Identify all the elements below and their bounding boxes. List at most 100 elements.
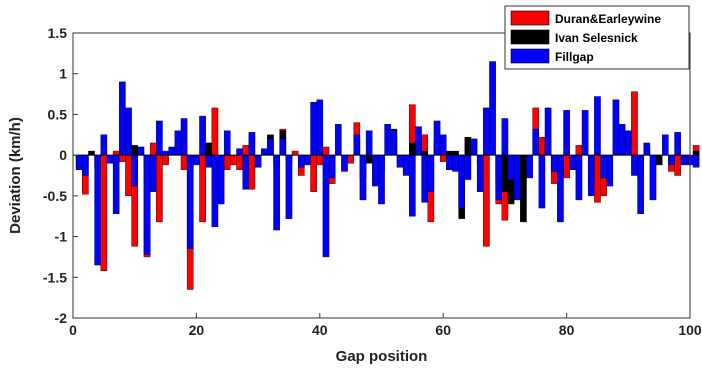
bar-fillgap-101	[692, 154, 700, 168]
y-tick-label: -2	[55, 310, 68, 326]
bar-ivan-selesnick-101	[692, 150, 700, 156]
bar-ivan-selesnick-95	[655, 154, 663, 166]
bar-fillgap-17	[174, 130, 182, 156]
bar-fillgap-13	[149, 154, 157, 192]
bar-fillgap-97	[668, 154, 675, 166]
legend-swatch	[510, 29, 550, 45]
bar-fillgap-62	[452, 154, 459, 172]
bar-duran-earleywine-28	[242, 145, 250, 156]
bar-fillgap-89	[618, 123, 626, 156]
bar-fillgap-81	[569, 154, 577, 170]
bar-fillgap-60	[439, 134, 447, 156]
bar-fillgap-57	[421, 154, 428, 203]
bar-ivan-selesnick-73	[520, 154, 527, 223]
bar-duran-earleywine-41	[322, 146, 330, 156]
bar-ivan-selesnick-3	[88, 150, 95, 156]
legend: Duran&Earleywine Ivan Selesnick Fillgap	[504, 5, 690, 70]
bar-fillgap-76	[538, 154, 546, 209]
bars-group	[73, 61, 700, 290]
bar-fillgap-93	[643, 142, 651, 156]
y-axis-label: Deviation (km/h)	[7, 117, 24, 234]
bar-duran-earleywine-9	[125, 154, 132, 197]
bar-fillgap-54	[402, 154, 410, 176]
bar-fillgap-64	[464, 154, 472, 180]
y-tick-label: 1.5	[48, 25, 68, 41]
bar-fillgap-4	[94, 154, 101, 266]
bar-fillgap-90	[625, 130, 632, 156]
bar-fillgap-18	[180, 118, 188, 156]
y-tick-label: 1	[59, 66, 67, 82]
bar-ivan-selesnick-64	[464, 137, 472, 156]
bar-fillgap-34	[279, 138, 287, 156]
bar-fillgap-30	[254, 154, 262, 168]
bar-ivan-selesnick-57	[421, 150, 428, 156]
bar-fillgap-11	[137, 146, 145, 156]
y-tick-label: -0.5	[43, 188, 67, 204]
bar-fillgap-29	[248, 132, 256, 156]
bar-fillgap-68	[489, 61, 496, 156]
x-tick-label: 60	[435, 322, 451, 338]
bar-fillgap-59	[433, 120, 441, 156]
bar-duran-earleywine-7	[112, 150, 120, 156]
bar-fillgap-72	[513, 154, 521, 201]
legend-label: Ivan Selesnick	[555, 31, 638, 45]
x-tick-label: 80	[559, 322, 575, 338]
bar-fillgap-75	[532, 128, 540, 156]
bar-duran-earleywine-25	[223, 154, 231, 170]
bar-fillgap-2	[82, 154, 89, 176]
bar-fillgap-67	[483, 107, 490, 156]
bar-fillgap-78	[550, 154, 558, 172]
bar-fillgap-21	[199, 115, 206, 156]
bar-fillgap-41	[322, 154, 330, 258]
bar-fillgap-70	[501, 118, 509, 156]
bar-duran-earleywine-76	[538, 137, 546, 156]
bar-ivan-selesnick-61	[446, 150, 453, 156]
bar-fillgap-27	[236, 148, 243, 156]
bar-duran-earleywine-14	[156, 154, 163, 223]
bar-fillgap-8	[119, 81, 126, 156]
bar-fillgap-55	[409, 154, 416, 217]
bar-fillgap-61	[446, 154, 453, 170]
bar-ivan-selesnick-22	[205, 142, 213, 156]
x-axis: 0 20 40 60 80 100	[69, 313, 702, 338]
x-tick-label: 100	[678, 322, 702, 338]
bar-fillgap-44	[341, 154, 348, 172]
bar-fillgap-28	[242, 154, 250, 190]
bar-duran-earleywine-29	[248, 154, 256, 190]
bar-duran-earleywine-45	[347, 154, 354, 164]
bar-duran-earleywine-27	[236, 154, 243, 170]
bar-fillgap-99	[680, 154, 688, 166]
bar-duran-earleywine-23	[211, 107, 219, 156]
legend-label: Fillgap	[555, 50, 594, 64]
bar-fillgap-77	[544, 107, 552, 156]
bar-fillgap-42	[328, 154, 336, 179]
bar-fillgap-48	[365, 130, 373, 156]
bar-fillgap-98	[674, 132, 681, 156]
bar-fillgap-19	[186, 154, 194, 249]
bar-fillgap-31	[260, 148, 268, 156]
bar-duran-earleywine-36	[291, 150, 299, 156]
bar-fillgap-94	[649, 154, 657, 201]
bar-ivan-selesnick-55	[409, 142, 416, 156]
bar-fillgap-47	[359, 154, 367, 201]
bar-fillgap-79	[557, 154, 564, 223]
bar-ivan-selesnick-10	[131, 145, 139, 156]
y-tick-label: -1.5	[43, 269, 67, 285]
bar-duran-earleywine-82	[575, 145, 583, 156]
bar-fillgap-66	[476, 154, 484, 192]
bar-duran-earleywine-26	[230, 154, 237, 166]
bar-fillgap-12	[143, 154, 151, 255]
bar-fillgap-32	[267, 138, 274, 156]
y-tick-label: -1	[55, 229, 68, 245]
bar-fillgap-49	[372, 154, 379, 187]
bar-fillgap-51	[384, 123, 391, 156]
bar-duran-earleywine-18	[180, 154, 188, 170]
y-tick-label: 0	[59, 147, 67, 163]
bar-fillgap-23	[211, 154, 219, 228]
bar-ivan-selesnick-48	[365, 154, 373, 164]
bar-duran-earleywine-13	[149, 142, 157, 156]
bar-fillgap-82	[575, 154, 583, 201]
bar-fillgap-20	[193, 154, 200, 166]
bar-fillgap-84	[587, 154, 595, 197]
